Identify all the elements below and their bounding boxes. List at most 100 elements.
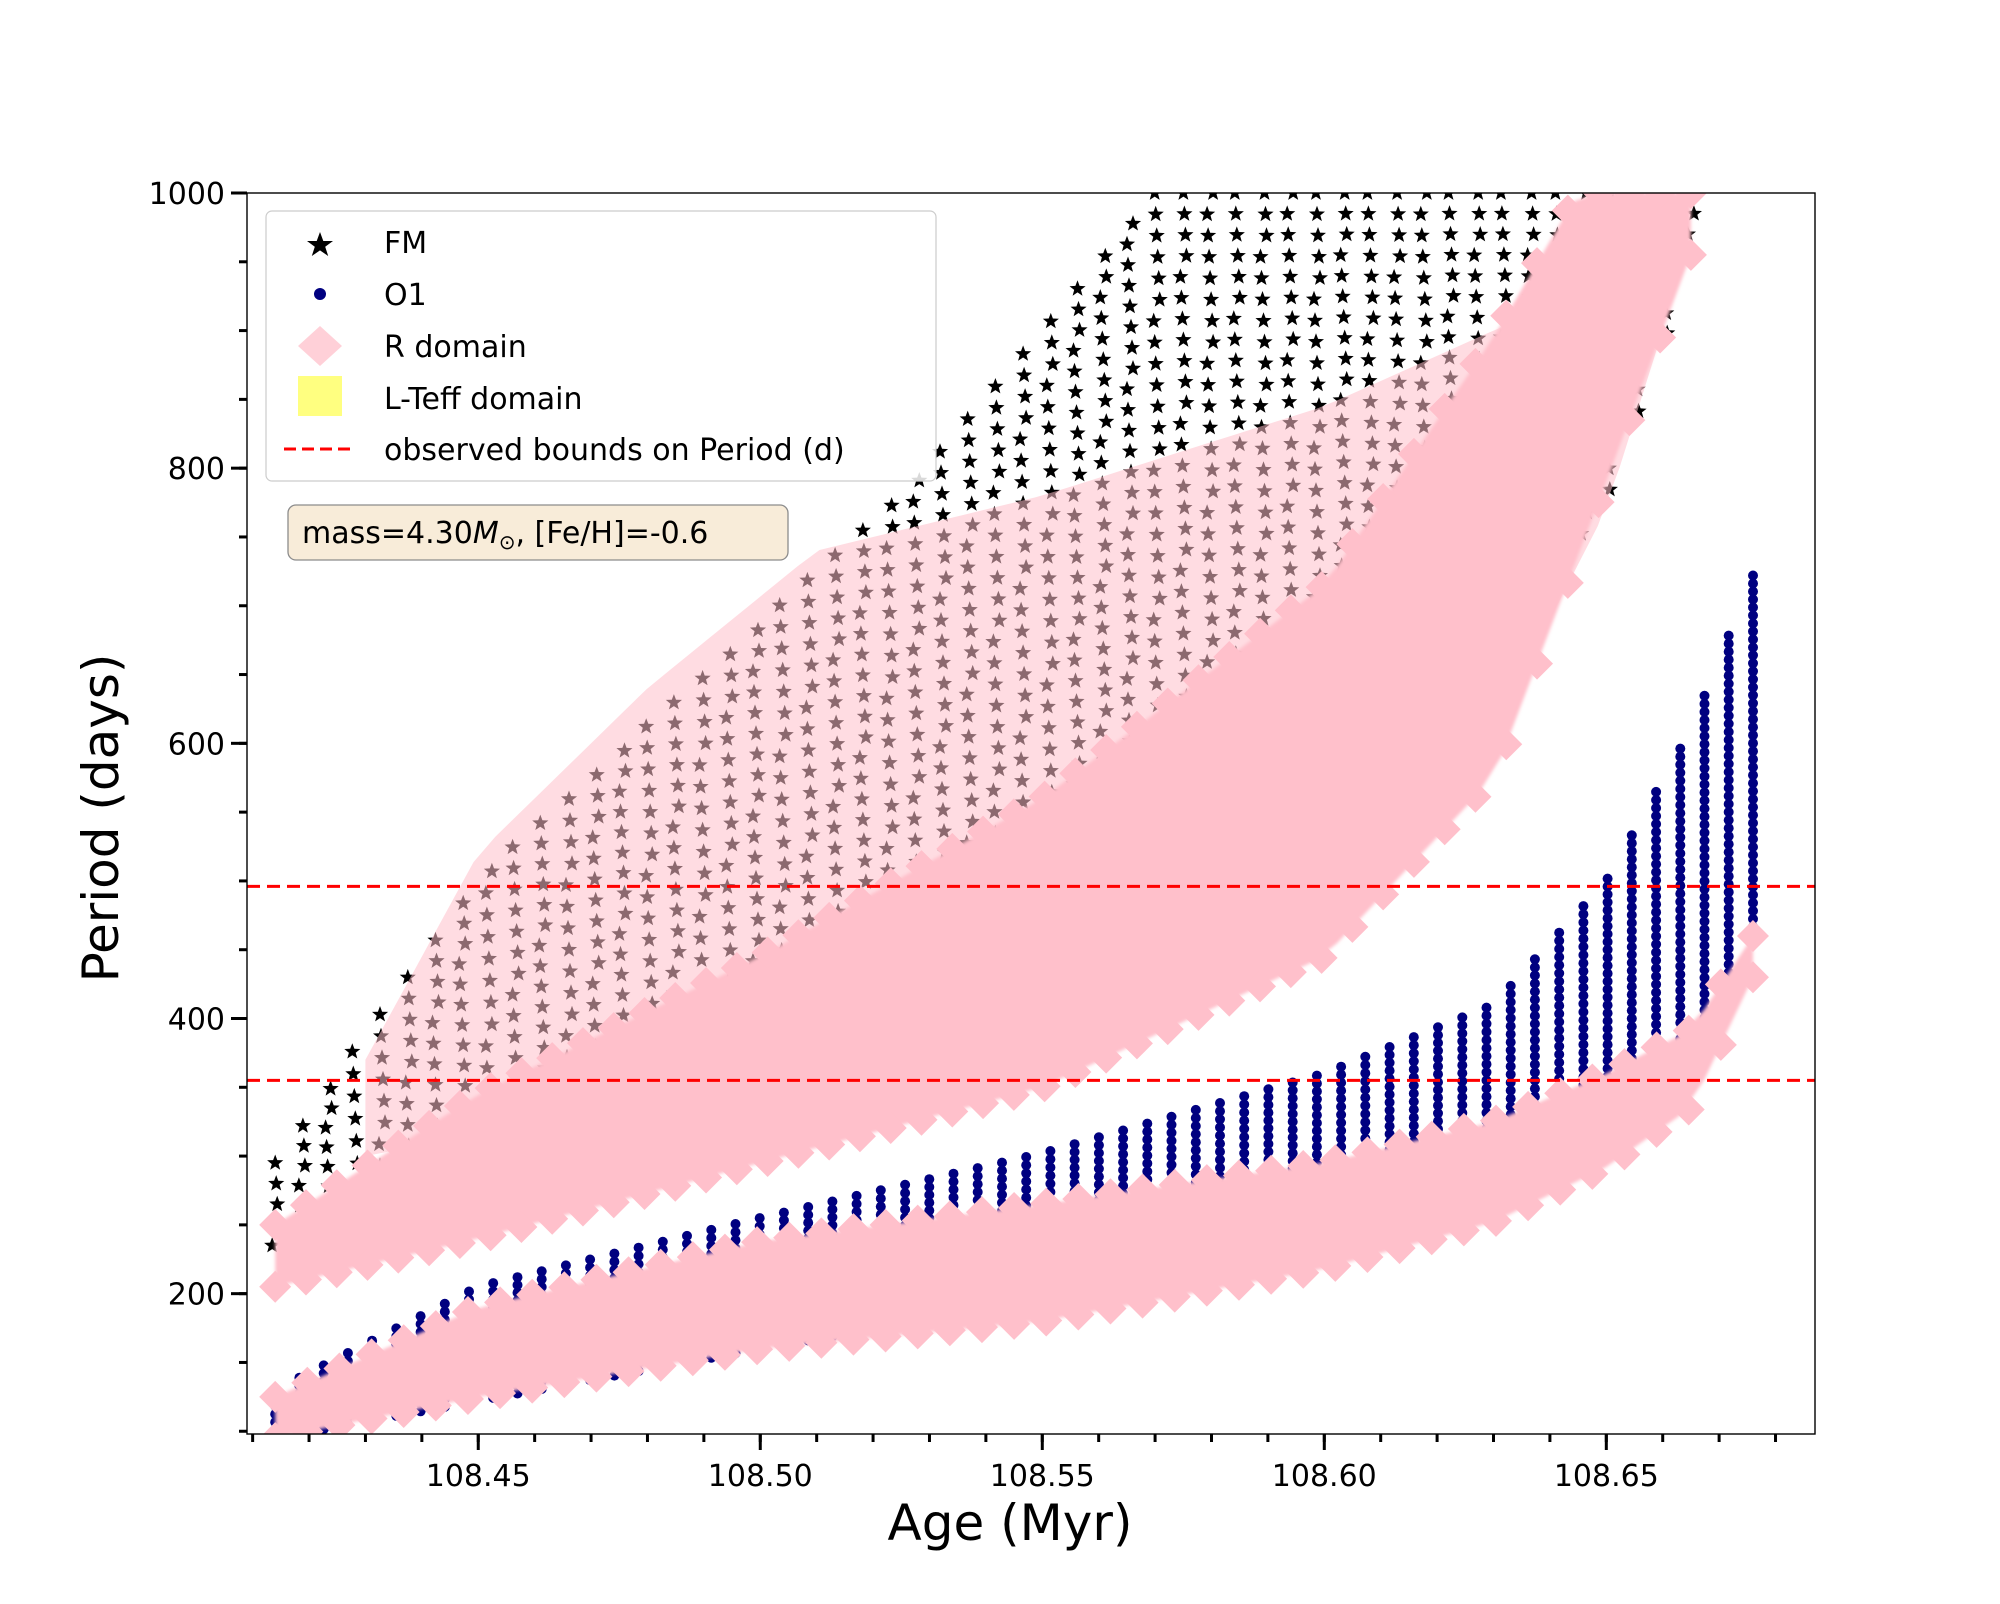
o1-point [1675,953,1686,964]
r-domain-diamond [612,1355,645,1388]
o1-point [1699,876,1710,887]
o1-point [1723,855,1734,866]
o1-point [1578,950,1589,960]
fm-star [963,495,980,511]
o1-point [1554,960,1565,971]
o1-point [1239,1123,1250,1134]
r-domain-diamond [1090,734,1123,767]
o1-point [1748,642,1758,653]
fm-star [1280,226,1297,242]
o1-point [1578,1055,1589,1066]
x-axis-label: Age (Myr) [888,1494,1133,1552]
o1-point [1142,1126,1153,1137]
o1-point [1529,1035,1540,1046]
r-domain-diamond [676,1344,709,1377]
r-domain-diamond [289,1263,322,1296]
fm-star [1071,321,1088,337]
o1-point [875,1193,886,1204]
fm-star [1231,289,1248,305]
r-domain-diamond [644,1349,677,1382]
o1-point [1360,1092,1371,1103]
r-domain-diamond [1090,1041,1123,1074]
legend-box [265,210,937,482]
o1-point [1675,1001,1686,1012]
o1-point [972,1171,983,1182]
fm-star [1392,193,1403,200]
o1-point [1748,666,1758,677]
fm-star [1333,267,1350,283]
o1-point [1263,1115,1274,1126]
r-domain-diamond [628,1178,661,1211]
fm-star [1228,373,1245,389]
o1-point [1045,1178,1056,1189]
r-domain-diamond [901,1317,934,1350]
o1-point [1578,1023,1589,1034]
r-domain-diamond [1674,193,1707,209]
fm-star [267,1154,284,1170]
r-domain-diamond [323,1409,356,1434]
r-domain-diamond [933,1314,966,1347]
o1-point [1675,751,1686,762]
o1-point [1651,827,1662,837]
o1-point [1748,602,1758,613]
o1-point [1675,840,1686,851]
fm-star [1440,328,1457,344]
o1-point [1748,802,1758,813]
o1-point [1723,911,1734,922]
o1-point [1263,1092,1274,1103]
o1-point [1481,1010,1492,1021]
fm-star [372,1006,389,1022]
fm-star [1172,268,1189,284]
fm-star [1524,205,1541,221]
fm-star [296,1157,313,1173]
r-domain-diamond [782,919,815,952]
fm-star [1178,394,1195,410]
r-domain-diamond [259,1270,292,1303]
o1-point [1699,900,1710,911]
fm-star [1363,268,1380,284]
o1-point [1723,694,1734,705]
o1-point [1699,763,1710,774]
o1-point [1311,1125,1322,1136]
o1-point [1045,1162,1056,1173]
o1-point [1723,951,1734,962]
o1-point [1481,1035,1492,1045]
o1-point [1626,965,1637,976]
o1-point [1602,1008,1613,1019]
o1-point [1554,952,1565,962]
o1-point [1287,1085,1298,1096]
o1-point [1602,992,1613,1003]
o1-point [1675,945,1686,956]
o1-point [1166,1151,1177,1162]
r-domain-diamond [1305,941,1338,974]
o1-point [1651,859,1662,870]
r-domain-diamond [1459,780,1492,813]
o1-point [1215,1130,1225,1141]
o1-point [1723,927,1734,938]
legend-star-marker [307,232,333,256]
r-domain-diamond [1479,1204,1512,1237]
r-domain-diamond [289,1189,322,1222]
fm-star [1230,414,1247,431]
y-tick-label: 600 [168,727,225,762]
fm-star [1311,193,1321,200]
r-domain-diamond [843,1120,876,1153]
fm-star [1120,422,1138,438]
annotation-background [287,504,789,561]
r-domain-diamond [905,1103,938,1136]
r-domain-diamond [1062,1182,1095,1215]
fm-star [1526,193,1537,200]
o1-point [1723,718,1734,729]
o1-point [1748,905,1758,916]
o1-point [1408,1088,1419,1099]
o1-point [1093,1163,1104,1174]
r-domain-diamond [1190,1274,1223,1307]
annotation-text: mass=4.30M⊙, [Fe/H]=-0.6 [302,516,708,554]
r-domain-diamond [597,1186,630,1219]
o1-point [1529,1027,1540,1037]
fm-star [322,1080,339,1096]
o1-point [1699,948,1710,959]
o1-point [1626,1029,1637,1040]
r-domain-diamond [805,1217,838,1250]
o1-point [1433,1092,1443,1103]
